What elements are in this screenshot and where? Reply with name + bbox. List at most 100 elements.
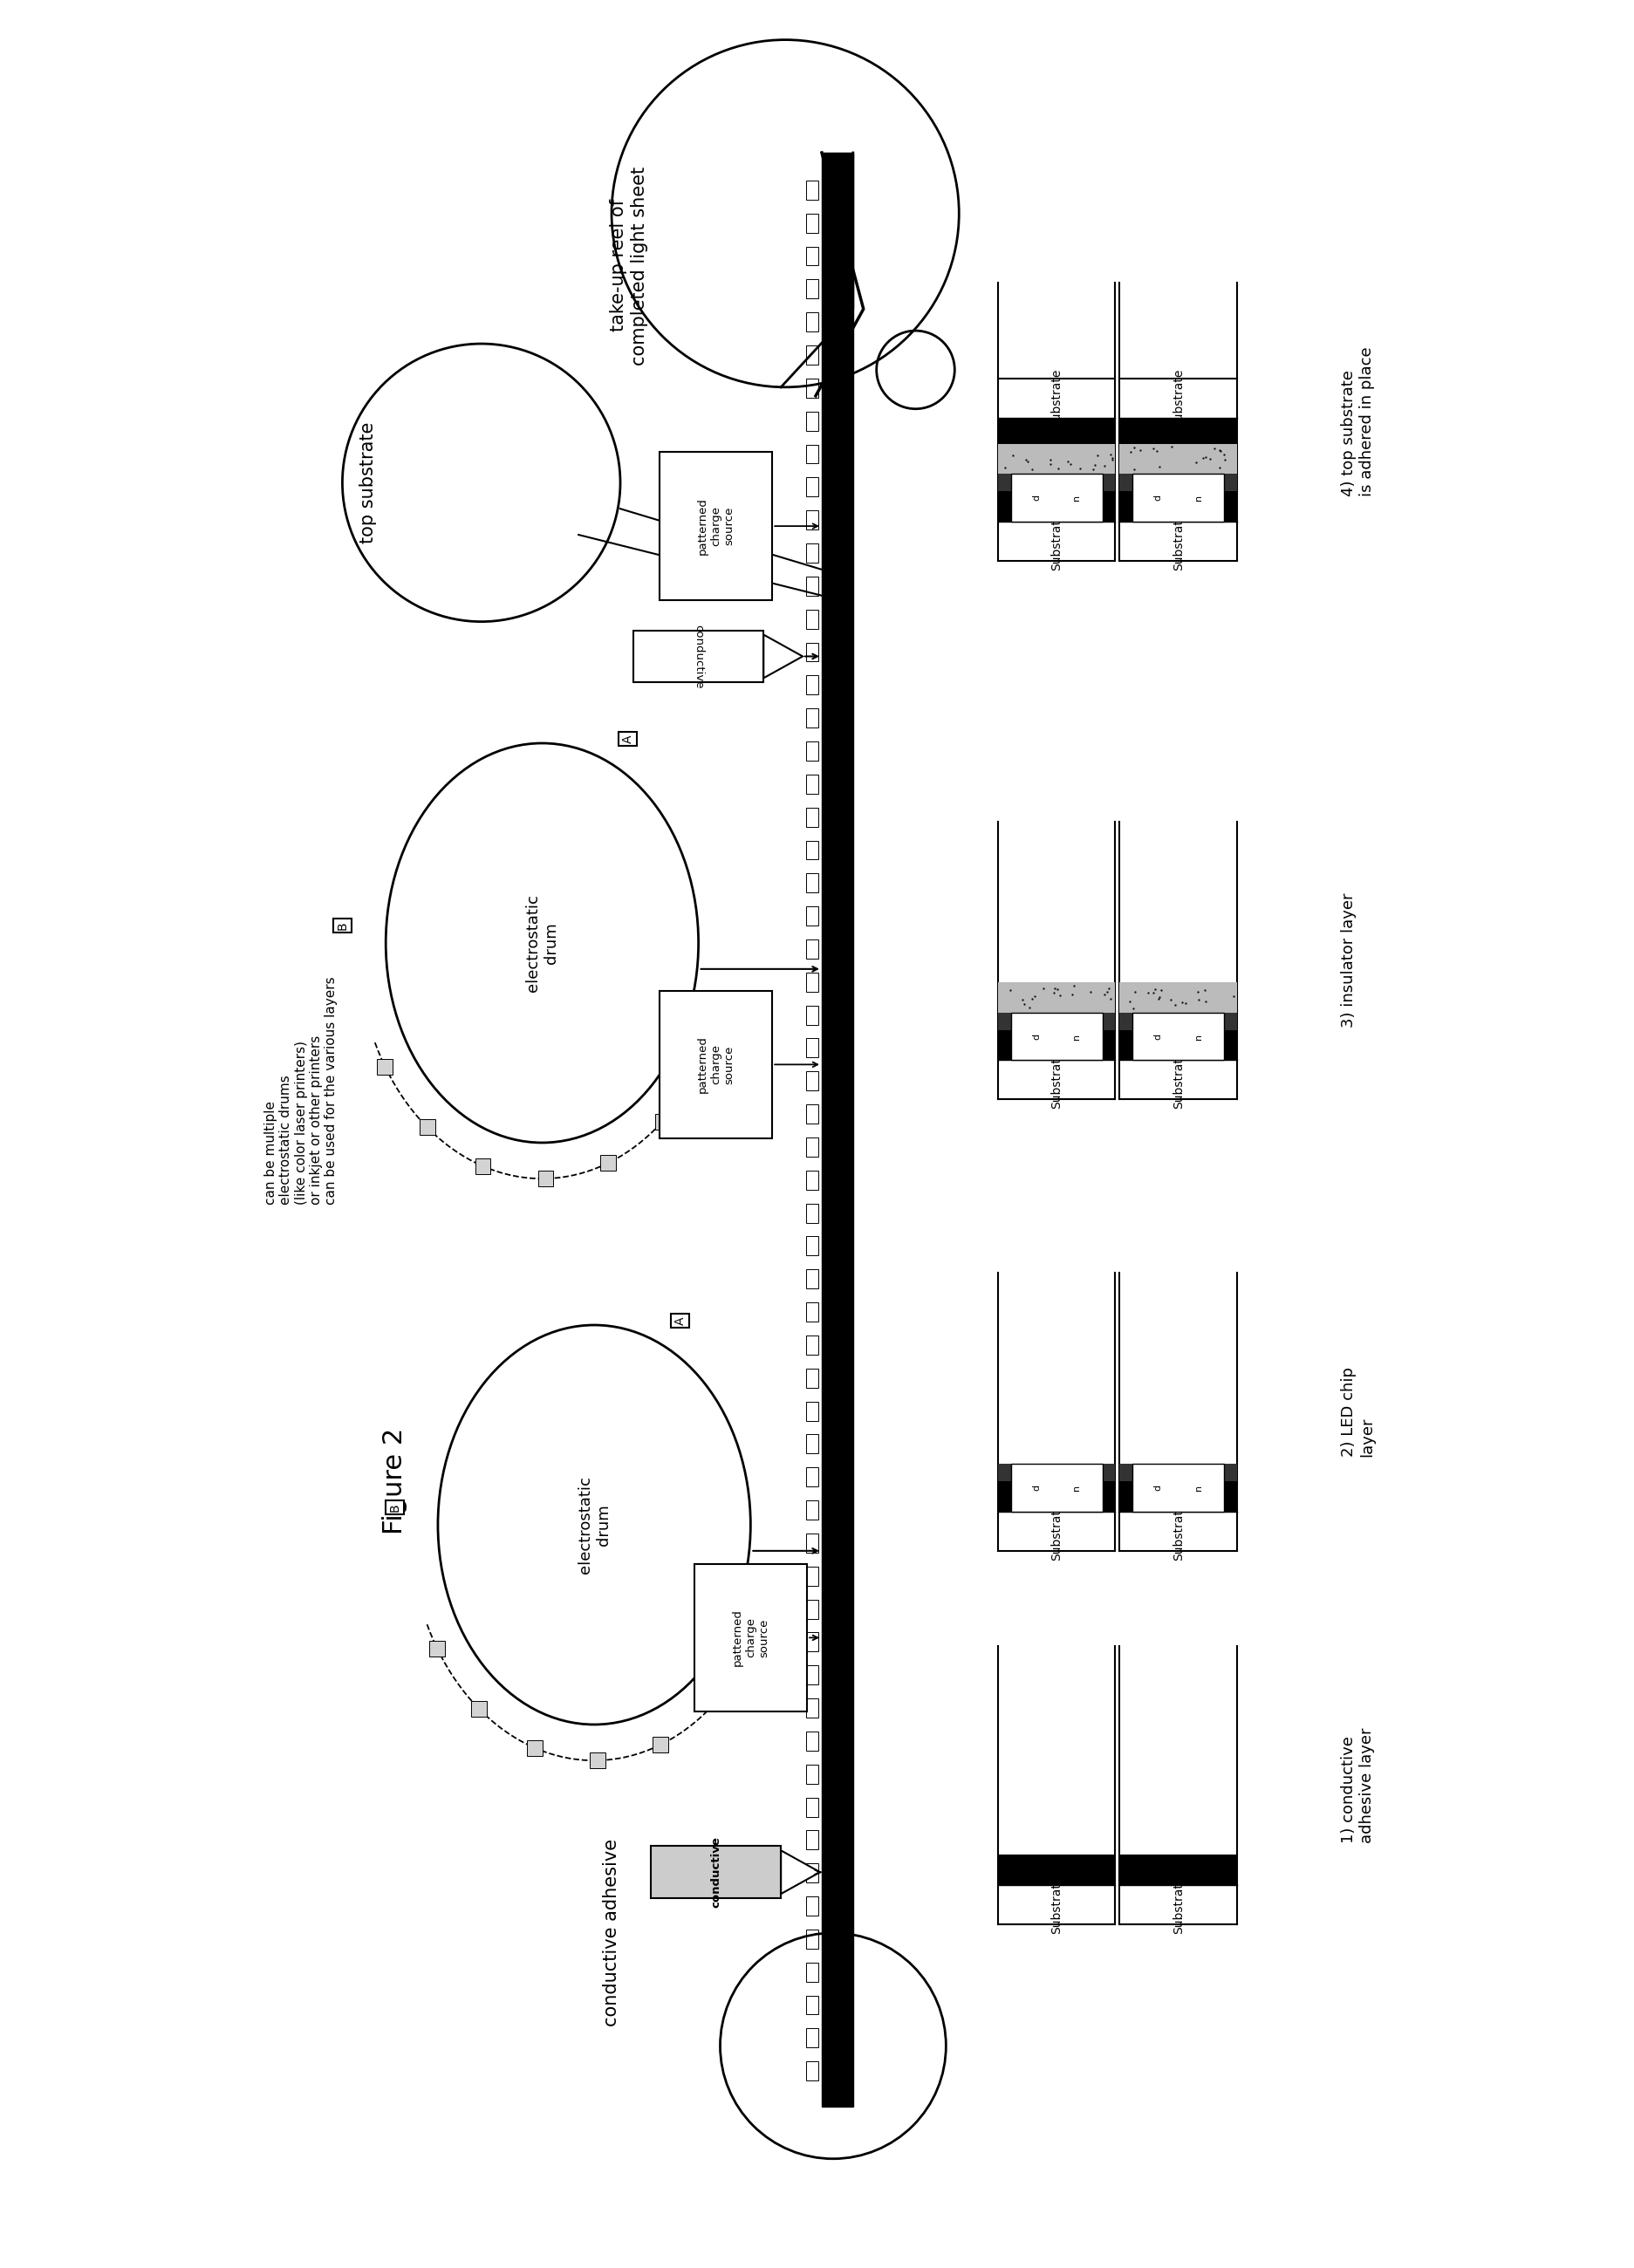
Bar: [600, 1154, 616, 1170]
Text: d: d: [1031, 1034, 1041, 1039]
Bar: [806, 1105, 819, 1123]
Text: Substrate: Substrate: [1172, 370, 1183, 426]
Bar: [806, 1896, 819, 1916]
Bar: [806, 1170, 819, 1191]
Bar: [471, 1701, 487, 1717]
Bar: [997, 445, 1114, 474]
Bar: [806, 1996, 819, 2014]
Bar: [806, 1633, 819, 1651]
Bar: [1119, 1855, 1237, 1885]
Bar: [806, 873, 819, 894]
FancyBboxPatch shape: [659, 451, 771, 601]
Bar: [1010, 1465, 1101, 1513]
Text: n: n: [1193, 1486, 1203, 1490]
Bar: [806, 973, 819, 991]
Polygon shape: [781, 1851, 820, 1894]
FancyBboxPatch shape: [694, 1565, 807, 1712]
Bar: [1119, 1030, 1237, 1059]
Bar: [526, 1740, 542, 1755]
Bar: [806, 708, 819, 728]
Bar: [806, 544, 819, 562]
Bar: [806, 1433, 819, 1454]
Bar: [806, 1139, 819, 1157]
Bar: [1119, 1465, 1237, 1481]
Text: can be multiple
electrostatic drums
(like color laser printers)
or inkjet or oth: can be multiple electrostatic drums (lik…: [265, 978, 338, 1204]
Text: d: d: [1031, 494, 1041, 501]
FancyBboxPatch shape: [659, 991, 771, 1139]
Bar: [806, 1699, 819, 1717]
Bar: [806, 1730, 819, 1751]
Bar: [806, 1599, 819, 1619]
Text: take-up reel of
completed light sheet: take-up reel of completed light sheet: [609, 166, 647, 365]
Text: 2) LED chip
layer: 2) LED chip layer: [1340, 1368, 1374, 1456]
Text: d: d: [1154, 494, 1162, 501]
Bar: [1132, 1465, 1224, 1513]
Bar: [806, 1665, 819, 1685]
Bar: [806, 1467, 819, 1486]
Text: n: n: [1072, 494, 1080, 501]
Bar: [806, 576, 819, 596]
Text: conductive: conductive: [693, 624, 704, 689]
Bar: [806, 313, 819, 331]
Text: patterned
charge
source: patterned charge source: [696, 497, 734, 556]
Text: top substrate: top substrate: [359, 422, 377, 544]
Bar: [806, 2028, 819, 2048]
Bar: [997, 474, 1114, 492]
Bar: [806, 379, 819, 397]
Bar: [997, 1012, 1114, 1030]
Bar: [1010, 1012, 1101, 1059]
Bar: [997, 1465, 1114, 1481]
Text: Substrate: Substrate: [1051, 1050, 1062, 1109]
FancyBboxPatch shape: [650, 1846, 781, 1898]
Bar: [806, 807, 819, 826]
Text: Substrate: Substrate: [1172, 1501, 1183, 1560]
Bar: [806, 1501, 819, 1520]
Text: n: n: [1072, 1486, 1080, 1490]
Text: Substrate: Substrate: [1051, 370, 1062, 426]
Text: Substrate: Substrate: [1172, 1876, 1183, 1935]
Bar: [806, 279, 819, 299]
Text: electrostatic
drum: electrostatic drum: [525, 894, 559, 991]
Text: 1) conductive
adhesive layer: 1) conductive adhesive layer: [1340, 1728, 1374, 1844]
Bar: [806, 1204, 819, 1222]
Text: B: B: [337, 921, 348, 930]
Bar: [806, 1336, 819, 1354]
Bar: [1119, 1012, 1237, 1030]
Bar: [806, 1070, 819, 1091]
Bar: [806, 642, 819, 662]
Bar: [806, 939, 819, 959]
Text: n: n: [1072, 1034, 1080, 1039]
Bar: [590, 1753, 605, 1769]
Text: A: A: [673, 1315, 686, 1325]
Text: n: n: [1193, 1034, 1203, 1039]
Bar: [806, 479, 819, 497]
FancyBboxPatch shape: [632, 631, 763, 683]
Bar: [806, 1402, 819, 1420]
Bar: [418, 1120, 435, 1134]
Text: d: d: [1031, 1486, 1041, 1490]
Text: conductive: conductive: [709, 1837, 721, 1907]
Bar: [1119, 1481, 1237, 1513]
Bar: [806, 1830, 819, 1851]
Bar: [806, 1765, 819, 1783]
Bar: [997, 492, 1114, 522]
Bar: [1132, 474, 1224, 522]
Bar: [1119, 982, 1237, 1012]
Text: n: n: [1193, 494, 1203, 501]
Text: Substrate: Substrate: [1051, 1876, 1062, 1935]
Text: Figure 2: Figure 2: [382, 1429, 407, 1535]
Bar: [806, 907, 819, 925]
Bar: [806, 213, 819, 234]
Bar: [806, 1799, 819, 1817]
Bar: [997, 1481, 1114, 1513]
Bar: [1119, 492, 1237, 522]
Bar: [806, 773, 819, 794]
Bar: [806, 247, 819, 265]
Bar: [430, 1640, 444, 1656]
Bar: [806, 1270, 819, 1288]
Bar: [806, 1864, 819, 1882]
Text: d: d: [1154, 1034, 1162, 1039]
Bar: [806, 411, 819, 431]
Bar: [694, 1050, 711, 1066]
Bar: [806, 742, 819, 760]
